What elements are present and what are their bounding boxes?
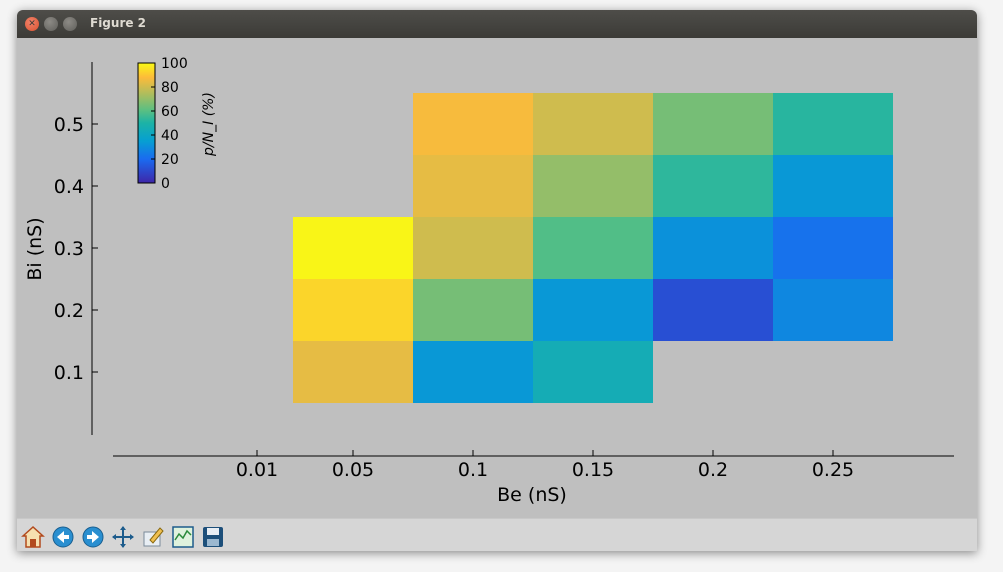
heatmap-cell [533, 341, 653, 403]
x-tick-label: 0.01 [236, 459, 278, 481]
x-tick-label: 0.15 [572, 459, 614, 481]
title-bar: ✕ Figure 2 [17, 10, 977, 38]
heatmap-cell [653, 155, 773, 217]
minimize-window-button[interactable] [44, 17, 58, 31]
zoom-icon [143, 527, 164, 547]
home-button[interactable] [20, 524, 46, 550]
navigation-toolbar [17, 518, 977, 551]
figure-window: ✕ Figure 2 0.1 0.2 0.3 0.4 0.5 0.01 0.05 0.1 0.1… [17, 10, 977, 551]
subplots-button[interactable] [170, 524, 196, 550]
window-title: Figure 2 [90, 16, 147, 30]
heatmap-cell [413, 217, 533, 279]
heatmap-cell [413, 279, 533, 341]
forward-icon [82, 526, 104, 548]
colorbar-tick-label: 80 [161, 80, 179, 96]
back-icon [52, 526, 74, 548]
colorbar-tick-label: 100 [161, 56, 188, 72]
maximize-window-button[interactable] [63, 17, 77, 31]
heatmap-cell [773, 155, 893, 217]
zoom-button[interactable] [140, 524, 166, 550]
heatmap-cell [293, 279, 413, 341]
heatmap-cell [413, 155, 533, 217]
heatmap-cell [533, 279, 653, 341]
back-button[interactable] [50, 524, 76, 550]
x-axis-label: Be (nS) [497, 484, 567, 506]
heatmap-cell [653, 279, 773, 341]
y-tick-label: 0.1 [54, 362, 84, 384]
x-tick-label: 0.25 [812, 459, 854, 481]
heatmap-cell [413, 93, 533, 155]
colorbar-label: p/N_I (%) [201, 92, 217, 157]
heatmap-cell [653, 93, 773, 155]
colorbar-tick-label: 20 [161, 152, 179, 168]
colorbar-tick-label: 40 [161, 128, 179, 144]
close-window-button[interactable]: ✕ [25, 17, 39, 31]
colorbar-tick-label: 60 [161, 104, 179, 120]
heatmap-cell [413, 341, 533, 403]
pan-icon [112, 526, 134, 548]
heatmap-cell [533, 93, 653, 155]
subplots-icon [172, 526, 194, 548]
y-tick-label: 0.4 [54, 176, 84, 198]
heatmap-cell [773, 279, 893, 341]
heatmap-cell [533, 217, 653, 279]
x-tick-label: 0.1 [458, 459, 488, 481]
colorbar [137, 62, 156, 184]
heatmap-plot: 0.1 0.2 0.3 0.4 0.5 0.01 0.05 0.1 0.15 0.2 0.25 Be … [24, 56, 954, 506]
heatmap-cell [653, 217, 773, 279]
heatmap-cell [773, 93, 893, 155]
figure-canvas: 0.1 0.2 0.3 0.4 0.5 0.01 0.05 0.1 0.15 0.2 0.25 Be … [17, 38, 977, 518]
heatmap-cell [293, 341, 413, 403]
save-icon [203, 527, 223, 547]
y-tick-label: 0.2 [54, 300, 84, 322]
pan-button[interactable] [110, 524, 136, 550]
y-tick-label: 0.5 [54, 114, 84, 136]
x-tick-label: 0.2 [698, 459, 728, 481]
y-tick-label: 0.3 [54, 238, 84, 260]
heatmap-cell [533, 155, 653, 217]
x-tick-label: 0.05 [332, 459, 374, 481]
heatmap-cell [773, 217, 893, 279]
home-icon [21, 525, 45, 548]
y-axis-label: Bi (nS) [24, 217, 46, 280]
forward-button[interactable] [80, 524, 106, 550]
heatmap-cell [293, 217, 413, 279]
colorbar-tick-label: 0 [161, 176, 170, 192]
save-button[interactable] [200, 524, 226, 550]
